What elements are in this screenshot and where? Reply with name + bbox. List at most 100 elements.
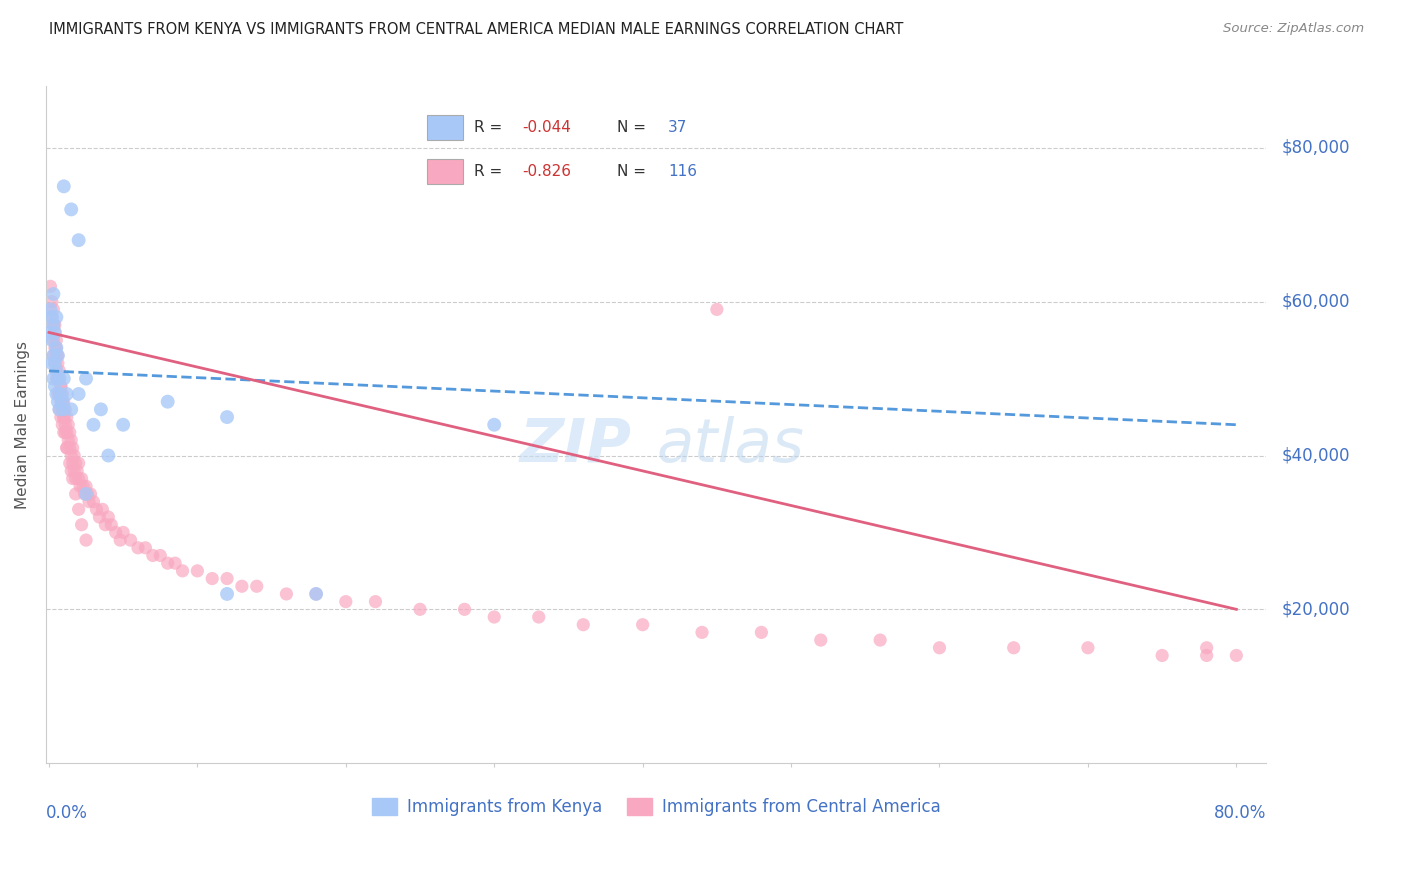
Point <box>52 410 75 425</box>
Point <box>48 402 70 417</box>
Point <box>53 402 76 417</box>
Point <box>1225 648 1247 663</box>
Point <box>62 472 84 486</box>
Text: $40,000: $40,000 <box>1282 447 1350 465</box>
Text: ZIP: ZIP <box>520 416 631 475</box>
Point <box>60 449 83 463</box>
Point <box>690 625 713 640</box>
Point <box>60 202 83 217</box>
Point <box>48 387 70 401</box>
Text: 0.0%: 0.0% <box>46 804 87 822</box>
Point <box>44 356 66 370</box>
Point <box>48 371 70 385</box>
Point <box>63 464 86 478</box>
Point <box>97 510 120 524</box>
Point <box>46 349 69 363</box>
Point <box>55 410 77 425</box>
Point <box>42 287 65 301</box>
Point <box>48 364 70 378</box>
Point <box>42 349 65 363</box>
Point <box>215 587 238 601</box>
Point <box>1002 640 1025 655</box>
Point <box>42 333 65 347</box>
Point <box>44 326 66 340</box>
Point <box>75 479 97 493</box>
Point <box>49 410 72 425</box>
Point <box>751 625 773 640</box>
Point <box>1152 648 1174 663</box>
Point <box>45 364 67 378</box>
Point <box>41 356 63 370</box>
Point <box>201 572 224 586</box>
Point <box>100 517 122 532</box>
Point <box>527 610 550 624</box>
Point <box>928 640 950 655</box>
Point <box>48 371 70 385</box>
Point <box>134 541 156 555</box>
Point <box>41 294 63 309</box>
Point <box>231 579 253 593</box>
Point <box>82 494 104 508</box>
Point <box>156 394 179 409</box>
Point <box>127 541 149 555</box>
Point <box>46 394 69 409</box>
Point <box>66 464 89 478</box>
Point <box>335 594 357 608</box>
Point <box>67 233 90 247</box>
Point <box>484 417 506 432</box>
Point <box>45 387 67 401</box>
Point <box>41 310 63 324</box>
Point <box>59 456 82 470</box>
Legend: Immigrants from Kenya, Immigrants from Central America: Immigrants from Kenya, Immigrants from C… <box>364 791 948 822</box>
Point <box>1077 640 1099 655</box>
Text: $20,000: $20,000 <box>1282 600 1351 618</box>
Point <box>631 617 654 632</box>
Point <box>49 379 72 393</box>
Point <box>51 387 73 401</box>
Point <box>149 549 172 563</box>
Point <box>70 517 93 532</box>
Point <box>44 326 66 340</box>
Point <box>51 394 73 409</box>
Point <box>75 533 97 547</box>
Point <box>156 556 179 570</box>
Point <box>67 502 90 516</box>
Point <box>41 333 63 347</box>
Point <box>572 617 595 632</box>
Point <box>49 394 72 409</box>
Point <box>70 472 93 486</box>
Point <box>65 456 87 470</box>
Point <box>67 456 90 470</box>
Point <box>77 494 100 508</box>
Point <box>142 549 165 563</box>
Point <box>52 179 75 194</box>
Point <box>76 487 98 501</box>
Point <box>82 417 104 432</box>
Point <box>52 402 75 417</box>
Point <box>42 302 65 317</box>
Point <box>305 587 328 601</box>
Point <box>60 464 83 478</box>
Point <box>409 602 432 616</box>
Point <box>89 510 111 524</box>
Point <box>186 564 208 578</box>
Point <box>60 402 83 417</box>
Point <box>246 579 269 593</box>
Point <box>79 487 101 501</box>
Point <box>65 487 87 501</box>
Point <box>305 587 328 601</box>
Point <box>39 326 62 340</box>
Point <box>51 402 73 417</box>
Point <box>44 356 66 370</box>
Point <box>97 449 120 463</box>
Text: atlas: atlas <box>657 416 804 475</box>
Text: $60,000: $60,000 <box>1282 293 1350 310</box>
Point <box>51 394 73 409</box>
Point <box>59 441 82 455</box>
Point <box>48 402 70 417</box>
Point <box>45 341 67 355</box>
Point <box>104 525 127 540</box>
Point <box>75 487 97 501</box>
Point <box>39 302 62 317</box>
Point <box>55 425 77 440</box>
